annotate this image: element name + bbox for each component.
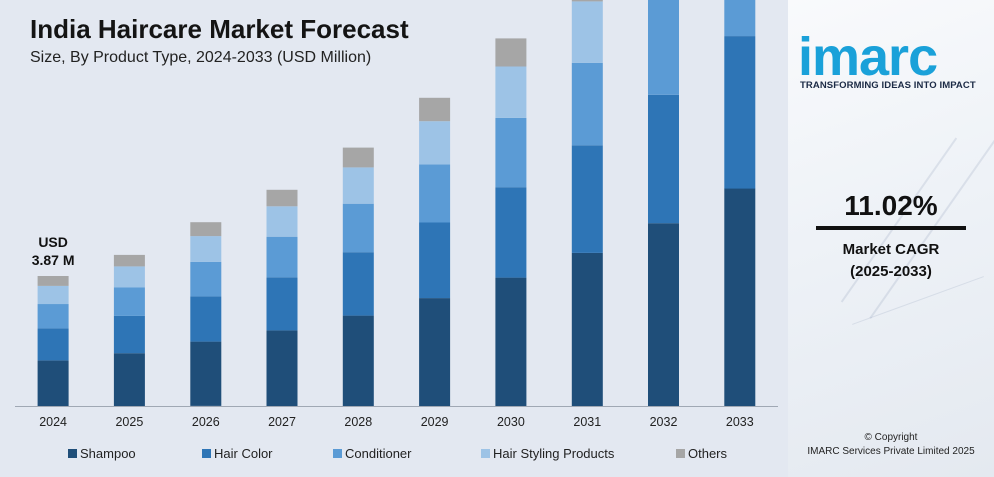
bar-segment-shampoo — [37, 360, 69, 406]
legend-swatch — [333, 449, 342, 458]
bar-segment-hair-styling-products — [571, 1, 603, 63]
bar-segment-conditioner — [724, 0, 756, 36]
bar-segment-others — [419, 97, 451, 122]
bar-segment-others — [266, 189, 298, 207]
bar-segment-hair-color — [495, 187, 527, 278]
bar-segment-others — [495, 38, 527, 67]
cagr-period: (2025-2033) — [850, 263, 932, 280]
logo-tagline: TRANSFORMING IDEAS INTO IMPACT — [800, 80, 976, 91]
bar-segment-shampoo — [190, 341, 222, 406]
bar-segment-hair-color — [37, 328, 69, 361]
bar-segment-hair-color — [190, 296, 222, 342]
bar-segment-hair-styling-products — [266, 206, 298, 237]
bar-segment-shampoo — [648, 223, 679, 406]
copyright-line: © Copyright — [864, 432, 918, 443]
copyright-owner: IMARC Services Private Limited 2025 — [807, 446, 975, 457]
chart-panel: India Haircare Market Forecast Size, By … — [15, 0, 778, 464]
imarc-logo: imarc — [798, 27, 938, 87]
value-annotation-currency: USD — [38, 234, 68, 250]
cagr-label: Market CAGR — [842, 241, 940, 258]
bar-segment-hair-color — [342, 252, 374, 316]
x-tick-label: 2026 — [192, 415, 220, 429]
x-tick-label: 2032 — [650, 415, 678, 429]
bar-segment-conditioner — [342, 203, 374, 253]
legend-swatch — [202, 449, 211, 458]
bar-segment-hair-styling-products — [113, 266, 145, 288]
x-tick-label: 2029 — [421, 415, 449, 429]
bar-segment-hair-color — [419, 222, 451, 299]
x-tick-label: 2033 — [726, 415, 754, 429]
bar-segment-conditioner — [571, 62, 603, 146]
stacked-bar-chart: 2024 2025 2026 2027 2028 2029 2030 2031 2032 2033… — [15, 0, 778, 429]
bar-segment-shampoo — [419, 298, 451, 406]
legend-swatch — [481, 449, 490, 458]
bar-segment-conditioner — [495, 117, 527, 188]
bar-segment-shampoo — [495, 277, 527, 406]
bar-segment-hair-styling-products — [419, 121, 451, 165]
x-tick-label: 2024 — [39, 415, 67, 429]
legend-item: Conditioner — [333, 446, 412, 461]
chart-title: India Haircare Market Forecast — [30, 14, 409, 44]
bar-segment-hair-color — [571, 145, 603, 253]
x-tick-label: 2025 — [115, 415, 143, 429]
bar-segment-hair-styling-products — [190, 236, 222, 262]
bar-segment-hair-styling-products — [342, 167, 374, 204]
bar-segment-conditioner — [37, 304, 69, 329]
cagr-divider — [816, 226, 966, 230]
copyright-notice: © Copyright IMARC Services Private Limit… — [788, 431, 994, 459]
bar-segment-shampoo — [571, 252, 603, 406]
bar-segment-hair-color — [113, 315, 145, 354]
brand-side-panel: imarc TRANSFORMING IDEAS INTO IMPACT 11.… — [788, 0, 994, 477]
bar-segment-conditioner — [190, 261, 222, 297]
chart-subtitle: Size, By Product Type, 2024-2033 (USD Mi… — [30, 49, 372, 66]
bar-segment-hair-color — [724, 36, 756, 189]
bar-segment-conditioner — [113, 287, 145, 316]
legend-label: Hair Color — [214, 446, 273, 461]
x-tick-label: 2030 — [497, 415, 525, 429]
bar-segment-others — [113, 254, 145, 267]
bar-segment-hair-color — [266, 277, 298, 331]
x-tick-label: 2028 — [344, 415, 372, 429]
bar-segment-shampoo — [724, 188, 756, 406]
bar-segment-shampoo — [113, 353, 145, 406]
x-tick-label: 2031 — [573, 415, 601, 429]
bar-segment-conditioner — [419, 164, 451, 223]
legend-label: Conditioner — [345, 446, 412, 461]
legend-item: Hair Color — [202, 446, 273, 461]
bar-segment-hair-color — [648, 94, 679, 224]
bar-segment-hair-styling-products — [495, 66, 527, 118]
bar-segment-shampoo — [342, 315, 374, 406]
bar-segment-others — [37, 276, 69, 286]
legend-label: Hair Styling Products — [493, 446, 615, 461]
bar-segment-conditioner — [648, 0, 679, 95]
bar-segment-hair-styling-products — [37, 285, 69, 305]
bar-segment-conditioner — [266, 236, 298, 278]
x-tick-label: 2027 — [268, 415, 296, 429]
value-annotation-amount: 3.87 M — [32, 252, 75, 268]
legend-item: Hair Styling Products — [481, 446, 614, 461]
cagr-value: 11.02% — [844, 190, 938, 221]
bar-segment-others — [342, 147, 374, 168]
chart-legend: Shampoo Hair Color Conditioner Hair Styling… — [68, 446, 768, 464]
legend-swatch — [68, 449, 77, 458]
legend-item: Shampoo — [68, 446, 136, 461]
decorative-line — [852, 276, 984, 325]
bar-segment-others — [190, 222, 222, 237]
legend-swatch — [676, 449, 685, 458]
bar-segment-others — [571, 0, 603, 2]
bar-segment-shampoo — [266, 330, 298, 406]
legend-item: Others — [676, 446, 727, 461]
legend-label: Others — [688, 446, 728, 461]
legend-label: Shampoo — [80, 446, 136, 461]
